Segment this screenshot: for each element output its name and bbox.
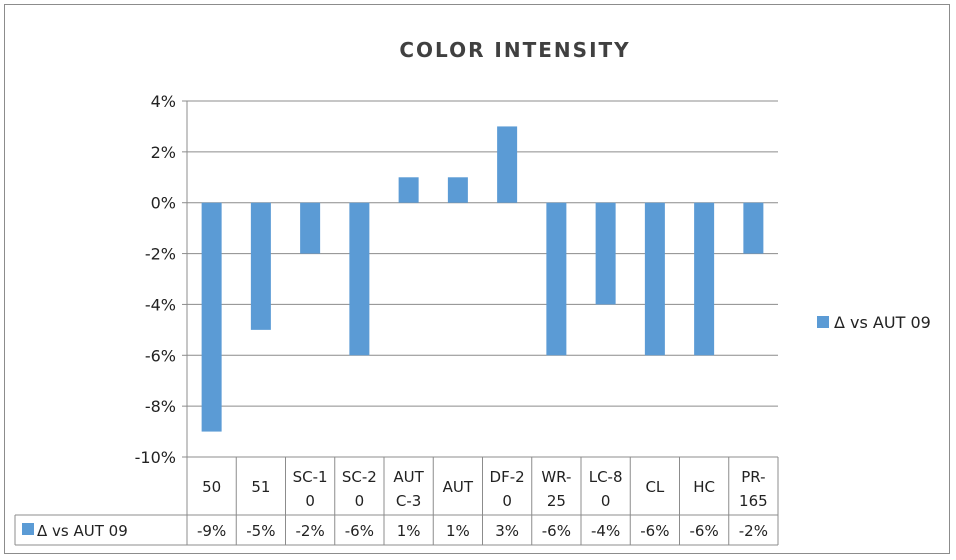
table-value: -6% [690,522,719,540]
x-category-label: LC-8 0 [589,468,623,510]
y-tick-label: -8% [145,397,176,416]
legend-label: Δ vs AUT 09 [834,313,931,332]
bar [497,126,518,203]
legend-swatch [817,316,829,328]
table-value: -9% [197,522,226,540]
table-value: -6% [640,522,669,540]
bar [398,177,419,203]
bar [546,202,567,356]
bar [694,202,715,356]
x-category-label: WR-25 [541,468,571,510]
bar [447,177,468,203]
x-category-label: 51 [251,478,270,496]
bar-chart: COLOR INTENSITY 4% 2% 0% -2% -4% -6% -8% -10% 5… [14,38,931,546]
bar [349,202,370,356]
bar [595,202,616,305]
table-value: -4% [591,522,620,540]
y-tick-label: -6% [145,346,176,365]
chart-title: COLOR INTENSITY [399,38,630,62]
table-value: 3% [495,522,519,540]
y-tick-label: -10% [135,448,176,467]
x-category-label: PR-165 [739,468,768,510]
x-category-label: 50 [202,478,221,496]
table-value: 1% [397,522,421,540]
x-category-label: DF-2 0 [490,468,525,510]
chart-frame: COLOR INTENSITY 4% 2% 0% -2% -4% -6% -8% -10% 5… [4,4,950,554]
bar [300,202,321,254]
bar [743,202,764,254]
bar [250,202,271,330]
table-value: 1% [446,522,470,540]
x-category-label: SC-1 0 [293,468,328,510]
table-row-header: Δ vs AUT 09 [37,522,128,540]
bar [201,202,222,432]
table-legend-swatch [22,523,34,535]
x-category-label: AUT C-3 [393,468,424,510]
bar [644,202,665,356]
y-tick-label: -2% [145,245,176,264]
table-value: -2% [296,522,325,540]
x-category-label: CL [645,478,664,496]
y-tick-label: 2% [151,143,176,162]
y-tick-label: 0% [151,194,176,213]
x-category-label: AUT [443,478,474,496]
y-tick-label: -4% [145,295,176,314]
table-value: -5% [246,522,275,540]
table-value: -6% [345,522,374,540]
y-tick-label: 4% [151,92,176,111]
x-category-label: SC-2 0 [342,468,377,510]
table-value: -2% [739,522,768,540]
x-category-label: HC [693,478,715,496]
table-value: -6% [542,522,571,540]
